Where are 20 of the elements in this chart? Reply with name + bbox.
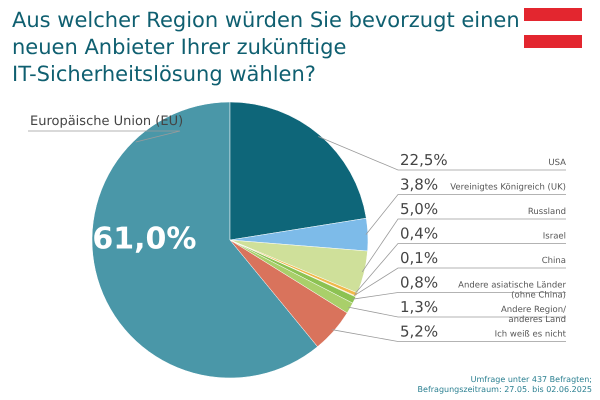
slice-label: USA [548,158,566,168]
text: Umfrage unter 437 Befragten; Befragungszeitraum: 27.05. bis 02.06.2025 [418,375,592,394]
data-label: 3,8% [400,176,438,194]
data-label: 0,8% [400,274,438,292]
slice-label: Andere asiatische Länder (ohne China) [458,280,566,300]
slice-label: Ich weiß es nicht [494,330,567,340]
slice-label: Russland [528,207,566,217]
slice-label: Andere Region/ anderes Land [500,305,566,325]
data-label: 0,4% [400,224,438,242]
chart-title: Aus welcher Region würden Sie bevorzugt einen neuen Anbieter Ihrer zukünftige IT-Sicherheitslösung wählen? [12,8,520,86]
data-label: 5,2% [400,322,438,340]
slice-label: China [542,256,566,266]
data-label: 22,5% [400,151,448,169]
data-label: 0,1% [400,249,438,267]
slice-label: Israel [542,232,566,242]
data-label: 5,0% [400,200,438,218]
slice-label: Vereinigtes Königreich (UK) [450,182,566,192]
slice-label: Europäische Union (EU) [30,114,184,129]
data-label: 1,3% [400,298,438,316]
data-label: 61,0% [92,221,196,256]
